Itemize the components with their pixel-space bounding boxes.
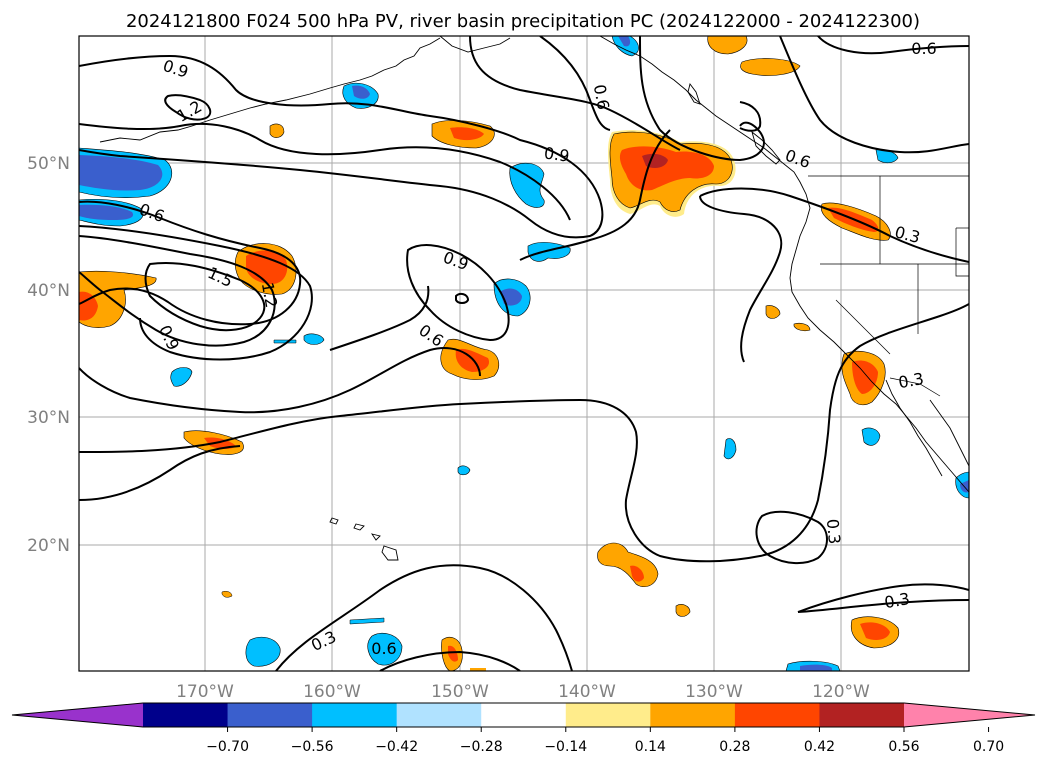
colorbar-bin (312, 703, 398, 727)
colorbar-bin (396, 703, 482, 727)
colorbar-bin (734, 703, 820, 727)
colorbar-tick-label: 0.28 (719, 739, 750, 755)
precipitation-shading (79, 36, 969, 671)
colorbar-bin (565, 703, 651, 727)
colorbar-tick-label: 0.56 (888, 739, 919, 755)
lon-tick-label: 150°W (431, 682, 489, 702)
positive-anomaly (79, 270, 157, 328)
colorbar-tick-label: 0.14 (635, 739, 666, 755)
colorbar-bin (481, 703, 567, 727)
map-area (79, 36, 969, 671)
contour-label: 0.6 (590, 83, 613, 111)
latitude-labels: 50°N 40°N 30°N 20°N (27, 154, 70, 556)
contour-label: 1.2 (258, 281, 281, 309)
political-borders (808, 175, 969, 397)
map-frame (78, 35, 970, 672)
coastlines (99, 36, 969, 561)
lon-tick-label: 170°W (176, 682, 234, 702)
map-title: 2024121800 F024 500 hPa PV, river basin … (126, 11, 920, 32)
lon-tick-label: 140°W (558, 682, 616, 702)
positive-anomaly-gulf-alaska (608, 130, 736, 217)
colorbar-bin (819, 703, 905, 727)
lon-tick-label: 120°W (812, 682, 870, 702)
contour-label: 0.3 (897, 369, 925, 392)
colorbar-tick-label: −0.56 (291, 739, 334, 755)
pv-contours (79, 36, 969, 671)
lon-tick-label: 130°W (685, 682, 743, 702)
colorbar-tick-label: 0.42 (804, 739, 835, 755)
negative-anomaly (170, 367, 193, 387)
contour-label: 0.6 (371, 639, 396, 658)
map-content: 0.9 1.2 0.6 0.9 0.9 0.6 0.6 1.5 1.2 0.9 … (79, 36, 969, 671)
colorbar-tick-label: −0.70 (206, 739, 249, 755)
colorbar-bin (650, 703, 736, 727)
colorbar-tick-label: −0.42 (375, 739, 418, 755)
negative-anomaly (509, 162, 545, 208)
colorbar-extend-high (904, 703, 1035, 727)
lat-tick-label: 20°N (27, 536, 70, 556)
colorbar-bin (143, 703, 229, 727)
contour-label: 0.3 (883, 589, 911, 612)
colorbar-bin (227, 703, 313, 727)
colorbar: −0.70 −0.56 −0.42 −0.28 −0.14 0.14 0.28 0.42 0.5… (11, 702, 1036, 755)
lat-tick-label: 40°N (27, 281, 70, 301)
contour-label: 0.6 (911, 39, 936, 58)
colorbar-extend-low (12, 703, 143, 727)
colorbar-tick-label: −0.14 (544, 739, 587, 755)
colorbar-tick-label: −0.28 (460, 739, 503, 755)
negative-anomaly-nw (79, 147, 173, 227)
contour-label: 0.3 (823, 518, 844, 545)
colorbar-outline (11, 702, 1036, 728)
lon-tick-label: 160°W (303, 682, 361, 702)
lat-tick-label: 30°N (27, 408, 70, 428)
contour-label: 0.9 (543, 143, 571, 165)
longitude-labels: 170°W 160°W 150°W 140°W 130°W 120°W (176, 682, 870, 702)
colorbar-tick-label: 0.70 (973, 739, 1004, 755)
lat-tick-label: 50°N (27, 154, 70, 174)
negative-anomaly (303, 333, 325, 345)
